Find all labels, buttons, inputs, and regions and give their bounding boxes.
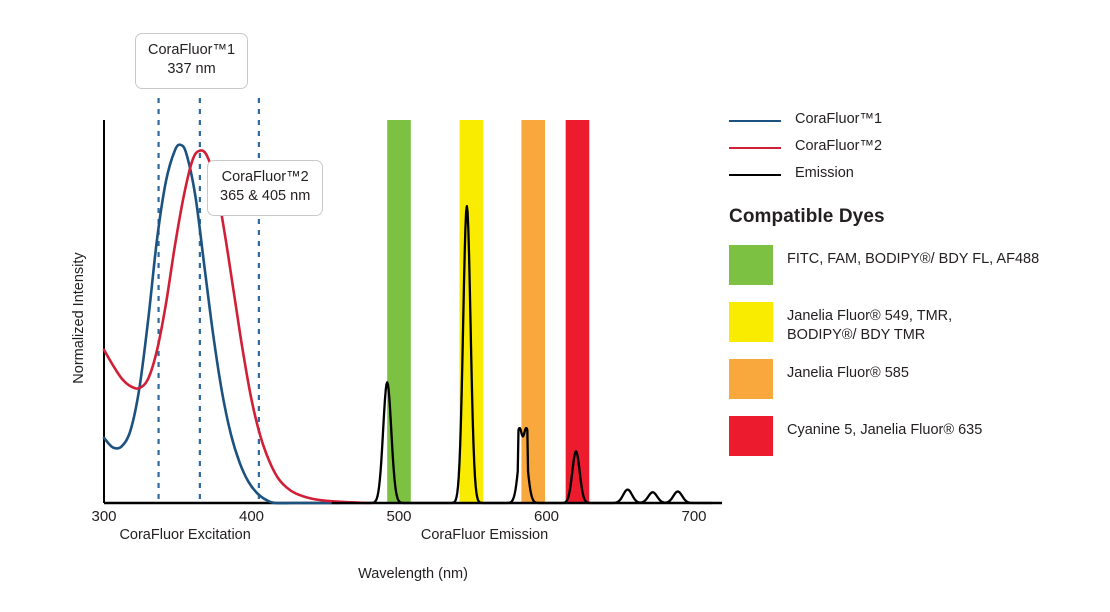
- x-tick-500: 500: [386, 508, 412, 525]
- dye-label-orange: Janelia Fluor® 585: [787, 365, 909, 381]
- dye-label-red: Cyanine 5, Janelia Fluor® 635: [787, 422, 983, 438]
- dye-swatch-yellow: [729, 302, 773, 342]
- legend-line-swatch-corafluor2: [729, 147, 781, 150]
- curve-corafluor1: [102, 143, 342, 505]
- legend-line-row-emission: Emission: [729, 162, 1099, 189]
- emission-range-label: CoraFluor Emission: [420, 527, 549, 543]
- legend-line-row-corafluor2: CoraFluor™2: [729, 135, 1099, 162]
- callout-corafluor1-value: 337 nm: [167, 61, 216, 78]
- dye-swatch-green: [729, 245, 773, 285]
- orange-band: [521, 120, 546, 503]
- dye-swatch-orange: [729, 359, 773, 399]
- excitation-range-label: CoraFluor Excitation: [119, 527, 251, 543]
- legend-line-label-corafluor2: CoraFluor™2: [795, 138, 883, 154]
- x-tick-700: 700: [681, 508, 707, 525]
- x-tick-400: 400: [238, 508, 265, 525]
- callout-corafluor2: CoraFluor™2 365 & 405 nm: [207, 160, 324, 216]
- y-axis-title: Normalized Intensity: [71, 252, 87, 384]
- legend-line-label-corafluor1: CoraFluor™1: [795, 111, 883, 127]
- x-tick-300: 300: [91, 508, 117, 525]
- dye-row-orange: Janelia Fluor® 585: [729, 359, 1099, 399]
- callout-corafluor1-title: CoraFluor™1: [148, 42, 236, 58]
- green-band: [387, 120, 411, 503]
- legend-line-swatch-emission: [729, 174, 781, 177]
- compatible-dyes-heading: Compatible Dyes: [729, 206, 885, 227]
- dye-swatch-red: [729, 416, 773, 456]
- dye-label-green: FITC, FAM, BODIPY®/ BDY FL, AF488: [787, 251, 1040, 267]
- curve-emission: [331, 205, 713, 505]
- dye-label-yellow: Janelia Fluor® 549, TMR, BODIPY®/ BDY TM…: [787, 308, 953, 344]
- legend-line-label-emission: Emission: [795, 165, 854, 181]
- legend-panel: CoraFluor™1 CoraFluor™2 Emission Compati…: [729, 108, 1099, 456]
- legend-line-swatch-corafluor1: [729, 120, 781, 123]
- legend-line-row-corafluor1: CoraFluor™1: [729, 108, 1099, 135]
- x-axis-title: Wavelength (nm): [358, 566, 468, 582]
- dye-row-yellow: Janelia Fluor® 549, TMR, BODIPY®/ BDY TM…: [729, 302, 1099, 344]
- callout-corafluor1: CoraFluor™1 337 nm: [135, 33, 249, 89]
- dye-row-green: FITC, FAM, BODIPY®/ BDY FL, AF488: [729, 245, 1099, 285]
- callout-corafluor2-title: CoraFluor™2: [221, 169, 309, 185]
- callout-corafluor2-value: 365 & 405 nm: [220, 188, 311, 205]
- x-tick-600: 600: [533, 508, 560, 525]
- red-band: [565, 120, 590, 503]
- dye-row-red: Cyanine 5, Janelia Fluor® 635: [729, 416, 1099, 456]
